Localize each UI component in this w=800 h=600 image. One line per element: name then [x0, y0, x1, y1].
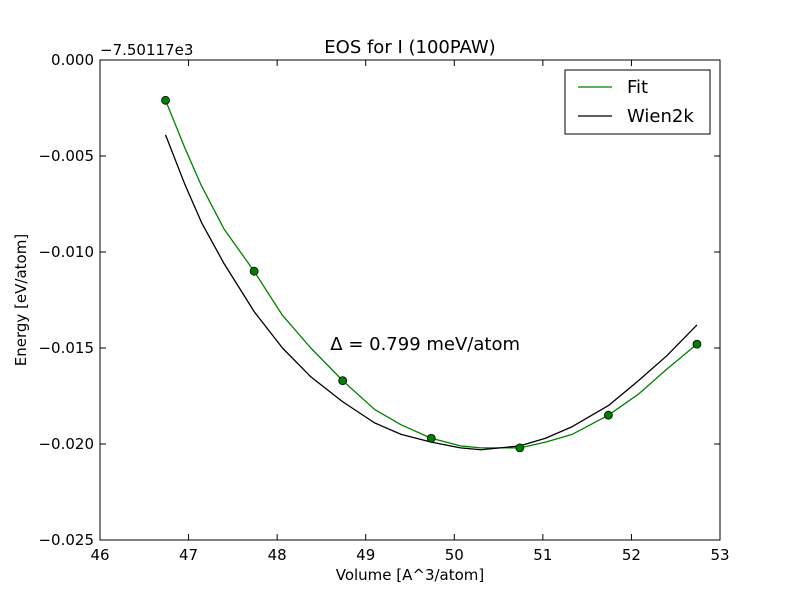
data-point — [338, 376, 348, 386]
y-tick-label: −0.005 — [38, 147, 94, 165]
x-tick-label: 51 — [533, 546, 552, 564]
data-point — [161, 95, 170, 105]
x-axis-ticks: 46 47 48 49 50 51 52 53 — [90, 60, 730, 564]
x-axis-label: Volume [A^3/atom] — [336, 566, 485, 584]
y-tick-label: 0.000 — [51, 51, 94, 69]
data-point — [426, 433, 436, 443]
data-points — [161, 95, 702, 453]
legend: Fit Wien2k — [564, 69, 711, 135]
x-tick-label: 49 — [356, 546, 375, 564]
y-tick-label: −0.025 — [38, 531, 94, 549]
chart-title: EOS for I (100PAW) — [324, 37, 495, 58]
x-tick-label: 52 — [622, 546, 641, 564]
y-tick-label: −0.010 — [38, 243, 94, 261]
delta-annotation: Δ = 0.799 meV/atom — [330, 334, 520, 355]
y-tick-label: −0.020 — [38, 435, 94, 453]
data-point — [692, 339, 702, 349]
data-point — [249, 266, 259, 276]
x-tick-label: 46 — [90, 546, 109, 564]
y-axis-label: Energy [eV/atom] — [12, 234, 30, 366]
x-tick-label: 50 — [445, 546, 464, 564]
x-tick-label: 53 — [710, 546, 729, 564]
legend-box — [564, 69, 711, 135]
legend-label-fit: Fit — [627, 77, 648, 98]
plot-frame — [99, 59, 721, 541]
data-point — [515, 443, 525, 453]
x-tick-label: 48 — [268, 546, 287, 564]
legend-label-wien2k: Wien2k — [627, 106, 694, 127]
data-point — [604, 410, 613, 420]
y-tick-label: −0.015 — [38, 339, 94, 357]
y-offset-label: −7.50117e3 — [100, 41, 193, 59]
x-tick-label: 47 — [179, 546, 198, 564]
y-axis-ticks: 0.000 −0.005 −0.010 −0.015 −0.020 −0.025 — [38, 51, 720, 549]
